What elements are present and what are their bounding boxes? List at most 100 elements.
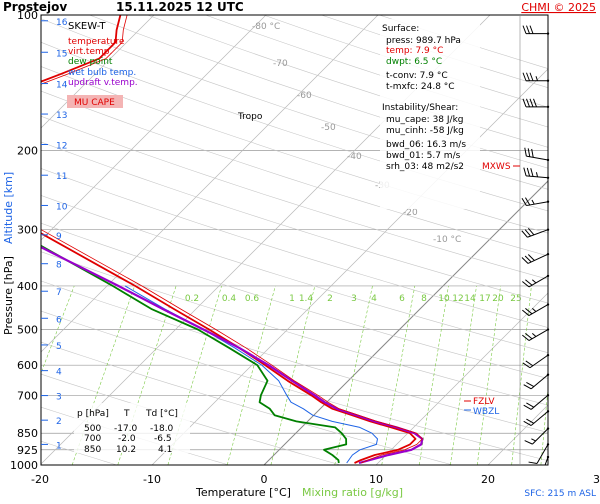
mixing-ratio-label: 1.4 — [299, 294, 314, 304]
y-axis-title: Pressure [hPa] — [2, 256, 15, 335]
bwd-06: bwd_06: 16.3 m/s — [386, 140, 466, 150]
pressure-tick-850: 850 — [17, 427, 38, 440]
pressure-tick-600: 600 — [17, 359, 38, 372]
mixing-ratio-axis-title: Mixing ratio [g/kg] — [302, 486, 403, 499]
altitude-label-4: 4 — [56, 368, 62, 378]
x-tick-20: 20 — [481, 473, 495, 486]
altitude-label-7: 7 — [56, 288, 62, 298]
altitude-label-15: 15 — [56, 49, 67, 59]
x-tick--10: -10 — [143, 473, 161, 486]
surface-press: press: 989.7 hPa — [386, 36, 461, 46]
mixing-ratio-label: 0.6 — [245, 294, 260, 304]
altitude-axis-title: Altitude [km] — [2, 172, 15, 244]
legend-title: SKEW-T — [68, 21, 106, 32]
mixing-ratio-label: 1 — [289, 294, 295, 304]
altitude-label-11: 11 — [56, 172, 67, 182]
table-header-p: p [hPa] — [77, 409, 109, 419]
bwd-01: bwd_01: 5.7 m/s — [386, 151, 461, 161]
legend-virtual-temp: virt.temp. — [68, 47, 112, 57]
instability-heading: Instability/Shear: — [382, 103, 458, 113]
altitude-label-12: 12 — [56, 142, 67, 152]
table-row-850-td: 4.1 — [158, 445, 172, 455]
surface-temp: temp: 7.9 °C — [386, 46, 443, 56]
tropopause-label: Tropo — [237, 112, 263, 122]
mixing-ratio-label: 12 — [452, 294, 463, 304]
altitude-label-6: 6 — [56, 315, 62, 325]
mixing-ratio-label: 3 — [351, 294, 357, 304]
table-header-td: Td [°C] — [145, 409, 178, 419]
altitude-label-2: 2 — [56, 417, 62, 427]
table-header-t: T — [123, 409, 130, 419]
level-table: p [hPa] T Td [°C] 500 -17.0 -18.0 700 -2… — [74, 403, 190, 455]
table-row-850-p: 850 — [84, 445, 101, 455]
mixing-ratio-label: 10 — [438, 294, 450, 304]
x-tick-30: 30 — [593, 473, 600, 486]
wbzl-label: WBZL — [473, 407, 499, 417]
mixing-ratio-label: 0.4 — [222, 294, 237, 304]
sfc-elevation: SFC: 215 m ASL — [524, 489, 596, 499]
isotherm-label: -20 — [403, 208, 418, 218]
mixing-ratio-label: 4 — [371, 294, 377, 304]
legend-temperature: temperature — [68, 37, 125, 47]
legend-dew-point: dew point — [68, 57, 113, 67]
pressure-tick-100: 100 — [17, 9, 38, 22]
x-tick-0: 0 — [261, 473, 268, 486]
mu-cape: mu_cape: 38 J/kg — [386, 115, 464, 125]
mixing-ratio-label: 0.2 — [185, 294, 199, 304]
copyright-link[interactable]: CHMI © 2025 — [521, 1, 596, 14]
altitude-label-13: 13 — [56, 111, 67, 121]
mixing-ratio-label: 2 — [327, 294, 333, 304]
table-row-700-t: -2.0 — [118, 434, 136, 444]
surface-info: Surface: press: 989.7 hPa temp: 7.9 °C d… — [380, 19, 480, 209]
isotherm-label: -60 — [297, 91, 312, 101]
table-row-850-t: 10.2 — [116, 445, 136, 455]
isotherm-label: -70 — [273, 59, 288, 69]
mu-cinh: mu_cinh: -58 J/kg — [386, 126, 464, 136]
pressure-tick-700: 700 — [17, 389, 38, 402]
altitude-label-5: 5 — [56, 342, 62, 352]
mixing-ratio-label: 8 — [421, 294, 427, 304]
mixing-ratio-label: 17 — [479, 294, 490, 304]
altitude-label-16: 16 — [56, 18, 68, 28]
isotherm-label: -50 — [321, 123, 336, 133]
table-row-500-t: -17.0 — [114, 424, 138, 434]
table-row-500-p: 500 — [84, 424, 101, 434]
altitude-label-9: 9 — [56, 232, 62, 242]
mxws-label: MXWS — [482, 162, 511, 172]
altitude-label-1: 1 — [56, 441, 62, 451]
x-tick-10: 10 — [369, 473, 383, 486]
altitude-label-8: 8 — [56, 261, 62, 271]
table-row-700-td: -6.5 — [154, 434, 172, 444]
pressure-tick-200: 200 — [17, 144, 38, 157]
altitude-label-10: 10 — [56, 202, 68, 212]
legend-updraft: updraft v.temp. — [68, 78, 138, 88]
table-row-700-p: 700 — [84, 434, 101, 444]
pressure-tick-1000: 1000 — [10, 459, 38, 472]
x-tick--20: -20 — [31, 473, 49, 486]
isotherm-label: -10 °C — [433, 235, 461, 245]
mucape-label: MU CAPE — [74, 98, 115, 108]
mixing-ratio-label: 14 — [464, 294, 476, 304]
isotherm-label: -40 — [347, 152, 362, 162]
surface-tmxfc: t-mxfc: 24.8 °C — [386, 82, 455, 92]
mixing-ratio-label: 6 — [399, 294, 405, 304]
pressure-tick-300: 300 — [17, 224, 38, 237]
altitude-label-3: 3 — [56, 393, 62, 403]
surface-heading: Surface: — [382, 24, 419, 34]
srh-03: srh_03: 48 m2/s2 — [386, 162, 464, 172]
x-axis-title: Temperature [°C] — [195, 486, 291, 499]
table-row-500-td: -18.0 — [150, 424, 174, 434]
surface-tconv: t-conv: 7.9 °C — [386, 71, 448, 81]
legend-wet-bulb: wet bulb temp. — [68, 68, 136, 78]
mixing-ratio-label: 20 — [492, 294, 504, 304]
surface-dwpt: dwpt: 6.5 °C — [386, 57, 442, 67]
pressure-tick-925: 925 — [17, 444, 38, 457]
altitude-label-14: 14 — [56, 81, 68, 91]
pressure-tick-500: 500 — [17, 324, 38, 337]
chart-datetime: 15.11.2025 12 UTC — [116, 0, 244, 14]
pressure-tick-400: 400 — [17, 280, 38, 293]
isotherm-label: -80 °C — [252, 22, 280, 32]
